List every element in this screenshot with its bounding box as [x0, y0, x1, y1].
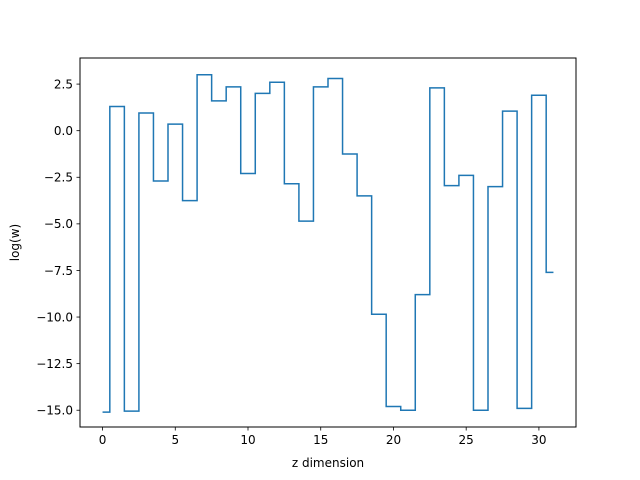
x-ticks: 0 5 10 15 20 25 30	[99, 427, 547, 447]
y-tick-label: −7.5	[44, 264, 73, 278]
y-tick-label: −15.0	[36, 404, 73, 418]
y-ticks: 2.5 0.0 −2.5 −5.0 −7.5 −10.0 −12.5 −15.0	[36, 77, 80, 418]
x-tick-label: 5	[171, 433, 179, 447]
y-axis-title: log(w)	[8, 224, 22, 261]
y-tick-label: −12.5	[36, 357, 73, 371]
x-tick-label: 15	[313, 433, 328, 447]
series-layer	[102, 74, 554, 413]
x-axis-title: z dimension	[292, 456, 364, 470]
series-step-line	[102, 74, 554, 413]
y-tick-label: −10.0	[36, 310, 73, 324]
x-tick-label: 10	[240, 433, 255, 447]
y-tick-label: −5.0	[44, 217, 73, 231]
y-tick-label: 0.0	[54, 124, 73, 138]
x-tick-label: 20	[386, 433, 401, 447]
x-tick-label: 25	[459, 433, 474, 447]
plot-area	[80, 58, 576, 427]
x-tick-label: 0	[99, 433, 107, 447]
axes-frame	[79, 57, 577, 428]
x-tick-label: 30	[531, 433, 546, 447]
y-tick-label: 2.5	[54, 77, 73, 91]
y-tick-label: −2.5	[44, 171, 73, 185]
